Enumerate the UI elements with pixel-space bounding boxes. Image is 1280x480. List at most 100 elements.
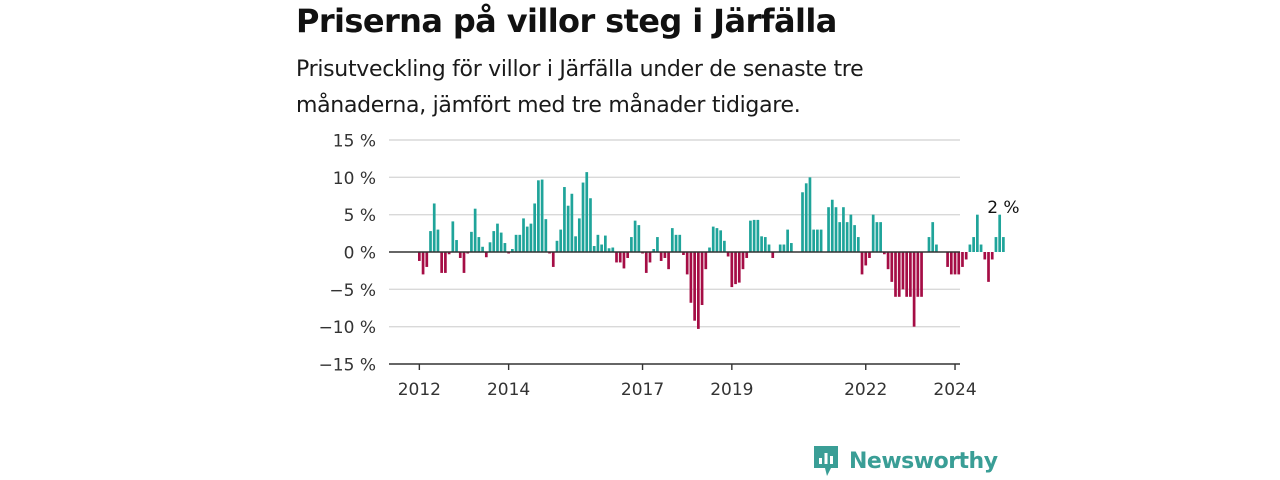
- bar: [563, 187, 566, 252]
- bar: [871, 214, 875, 252]
- y-tick-label: −15 %: [319, 356, 376, 376]
- axes: [389, 251, 960, 370]
- bar: [514, 234, 518, 252]
- bar: [604, 235, 607, 252]
- bar: [429, 231, 432, 252]
- bar: [916, 252, 920, 297]
- bar: [964, 252, 968, 260]
- bar: [968, 244, 972, 252]
- x-tick-label: 2014: [487, 380, 530, 400]
- bar: [693, 252, 696, 321]
- bar: [592, 246, 596, 252]
- bar: [864, 252, 868, 266]
- bar: [477, 237, 481, 252]
- bar: [782, 244, 786, 252]
- bar: [470, 231, 473, 252]
- x-tick-label: 2012: [398, 380, 441, 400]
- bar: [600, 244, 603, 252]
- bar: [976, 214, 979, 252]
- bar: [894, 252, 897, 297]
- bar: [726, 252, 730, 257]
- bar: [827, 207, 830, 252]
- bar: [577, 218, 581, 252]
- bar: [458, 252, 462, 258]
- y-tick-label: 0 %: [344, 244, 376, 264]
- bar: [987, 252, 990, 282]
- bar: [484, 252, 488, 258]
- bar: [834, 207, 838, 252]
- bar: [778, 244, 782, 252]
- bar: [708, 247, 711, 252]
- annotations: 2 %: [985, 196, 1021, 220]
- bar: [481, 246, 484, 252]
- y-tick-label: −5 %: [329, 281, 376, 301]
- bar: [704, 252, 708, 270]
- bar: [912, 252, 916, 327]
- bar: [838, 222, 842, 252]
- bar: [615, 252, 618, 263]
- bar: [663, 252, 667, 258]
- bar: [890, 252, 894, 282]
- bar: [425, 252, 429, 267]
- bar: [674, 234, 678, 252]
- bar: [715, 228, 719, 252]
- bar: [808, 177, 812, 252]
- bar: [883, 252, 886, 255]
- bar: [853, 225, 856, 252]
- bar: [689, 252, 693, 303]
- bar: [596, 234, 600, 252]
- bar: [581, 182, 585, 252]
- bar: [756, 219, 760, 252]
- x-tick-label: 2019: [710, 380, 753, 400]
- bar: [436, 229, 440, 252]
- bar: [730, 252, 734, 288]
- bar: [544, 219, 548, 252]
- bar: [790, 243, 793, 252]
- bar: [522, 218, 525, 252]
- bars: [418, 172, 1005, 329]
- bar: [678, 234, 682, 252]
- x-tick-label: 2022: [844, 380, 887, 400]
- bar: [886, 252, 890, 270]
- bar: [860, 252, 864, 275]
- bar: [421, 252, 425, 275]
- bar: [771, 252, 775, 258]
- bar-chart: 15 %10 %5 %0 %−5 %−10 %−15 % 2012 2014 201…: [319, 132, 1022, 401]
- bar: [652, 249, 656, 252]
- bar: [630, 237, 633, 252]
- bar: [737, 252, 741, 283]
- bar: [529, 223, 533, 252]
- bar: [551, 252, 555, 267]
- bar: [1002, 237, 1005, 252]
- bar: [760, 236, 763, 252]
- bar: [440, 252, 444, 273]
- bar: [637, 225, 641, 252]
- bar: [745, 252, 749, 258]
- bar: [503, 243, 507, 252]
- bar: [953, 252, 957, 275]
- bar: [786, 229, 789, 252]
- bar: [648, 252, 652, 263]
- y-tick-label: −10 %: [319, 318, 376, 338]
- bar: [540, 179, 544, 252]
- bar: [633, 220, 637, 252]
- bar: [432, 203, 436, 252]
- bar: [570, 193, 574, 252]
- bar: [990, 252, 994, 260]
- bar: [909, 252, 912, 297]
- bar: [566, 205, 570, 252]
- bar: [533, 203, 537, 252]
- bar: [659, 252, 663, 261]
- bar: [589, 198, 592, 252]
- bar: [496, 223, 499, 252]
- newsworthy-logo-text: Newsworthy: [849, 448, 998, 474]
- bar: [511, 249, 514, 252]
- bar: [949, 252, 953, 275]
- y-tick-label: 5 %: [344, 206, 376, 226]
- bar: [418, 252, 421, 261]
- bar: [998, 214, 1002, 252]
- bar: [585, 172, 589, 252]
- bar: [905, 252, 909, 297]
- bar: [559, 229, 563, 252]
- bar: [845, 222, 849, 252]
